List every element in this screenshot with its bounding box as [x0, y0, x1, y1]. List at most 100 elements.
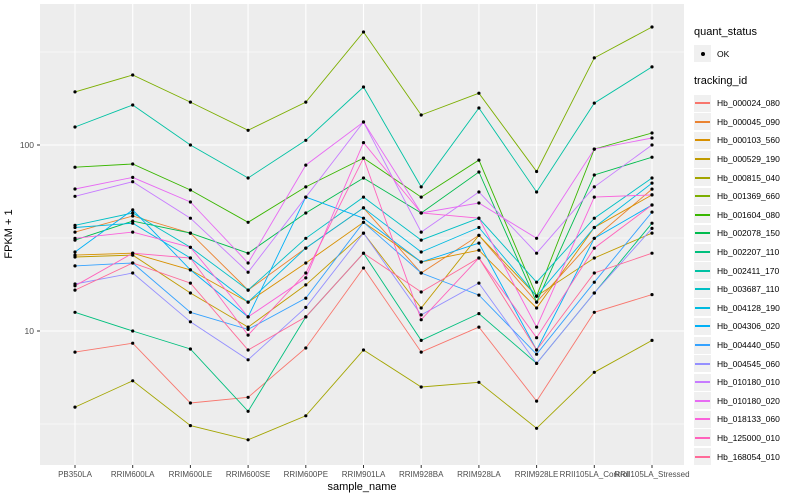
data-point — [477, 91, 481, 95]
data-point — [535, 236, 539, 240]
legend-item: Hb_000045_090 — [694, 113, 800, 132]
legend-item-label: Hb_004306_020 — [717, 321, 780, 332]
data-point — [73, 230, 77, 234]
legend-key-line-icon — [694, 355, 711, 373]
data-point — [304, 296, 308, 300]
legend: quant_status OK tracking_id Hb_000024_08… — [694, 26, 800, 466]
data-point — [419, 230, 423, 234]
data-point — [650, 293, 654, 297]
data-point — [477, 158, 481, 162]
data-point — [650, 131, 654, 135]
data-point — [131, 379, 135, 383]
data-point — [246, 315, 250, 319]
data-point — [650, 143, 654, 147]
data-point — [535, 306, 539, 310]
legend-item-label: Hb_000815_040 — [717, 172, 780, 183]
data-point — [535, 336, 539, 340]
data-point — [592, 185, 596, 189]
legend-item: Hb_168054_010 — [694, 447, 800, 466]
data-point — [361, 231, 366, 235]
legend-item-label: Hb_004545_060 — [717, 358, 780, 369]
data-point — [304, 236, 308, 240]
legend-key-box — [694, 45, 711, 62]
legend-item: Hb_000103_560 — [694, 131, 800, 150]
data-point — [131, 221, 135, 225]
data-point — [304, 315, 308, 319]
data-point — [650, 155, 654, 159]
data-point — [650, 210, 654, 214]
data-point — [419, 250, 423, 254]
data-point — [131, 251, 135, 255]
legend-key-line-icon — [694, 410, 711, 428]
data-point — [304, 271, 308, 275]
legend-item: Hb_000024_080 — [694, 94, 800, 113]
data-point — [361, 176, 366, 180]
legend-key-line-icon — [694, 429, 711, 447]
legend-key-line-icon — [694, 262, 711, 280]
legend-key-line-icon — [694, 392, 711, 410]
legend-key-line-icon — [694, 448, 711, 466]
data-point — [592, 225, 596, 230]
data-point — [304, 211, 308, 215]
data-point — [73, 250, 77, 254]
x-tick-label: RRIM928LE — [515, 470, 559, 479]
data-point — [650, 203, 654, 207]
data-point — [131, 230, 135, 234]
data-point — [650, 25, 654, 29]
data-point — [304, 305, 308, 309]
data-point — [246, 128, 250, 132]
data-point — [419, 306, 423, 310]
legend-item: Hb_018133_060 — [694, 410, 800, 429]
legend-key-line-icon — [694, 280, 711, 298]
data-point — [304, 100, 308, 104]
legend-item-label: Hb_168054_010 — [717, 451, 780, 462]
data-point — [131, 261, 135, 265]
data-point — [188, 231, 192, 235]
data-point — [592, 236, 596, 240]
data-point — [477, 248, 481, 252]
data-point — [650, 221, 654, 225]
data-point — [650, 187, 654, 191]
data-point — [361, 85, 366, 89]
data-point — [535, 399, 539, 403]
x-tick-label: PB350LA — [58, 470, 92, 479]
x-tick-label: RRIM600SE — [226, 470, 270, 479]
legend-item: Hb_000529_190 — [694, 150, 800, 169]
legend-item: Hb_002078_150 — [694, 224, 800, 243]
legend-item-label: Hb_002078_150 — [717, 228, 780, 239]
data-point — [131, 271, 135, 275]
data-point — [419, 271, 423, 275]
x-tick-label: RRIM901LA — [342, 470, 386, 479]
y-tick-label: 10 — [25, 326, 35, 336]
legend-item: Hb_002207_110 — [694, 243, 800, 262]
data-point — [73, 310, 77, 314]
data-point — [304, 414, 308, 418]
data-point — [361, 266, 366, 270]
legend-item-label: OK — [717, 48, 730, 59]
legend-item: Hb_002411_170 — [694, 261, 800, 280]
data-point — [246, 325, 250, 329]
data-point — [419, 260, 423, 264]
data-point — [73, 90, 77, 94]
data-point — [592, 256, 596, 260]
legend-key-line-icon — [694, 373, 711, 391]
data-point — [535, 294, 539, 298]
legend-key-line-icon — [694, 243, 711, 261]
data-point — [477, 380, 481, 384]
data-point — [650, 181, 654, 185]
legend-title-quant-status: quant_status — [694, 26, 757, 38]
legend-item: Hb_125000_010 — [694, 429, 800, 448]
legend-item-label: Hb_002411_170 — [717, 265, 780, 276]
data-point — [131, 329, 135, 333]
legend-key-line-icon — [694, 206, 711, 224]
legend-item-label: Hb_002207_110 — [717, 247, 780, 258]
data-point — [361, 348, 366, 352]
data-point — [73, 223, 77, 227]
legend-item: Hb_004440_050 — [694, 336, 800, 355]
data-point — [592, 195, 596, 199]
legend-item-label: Hb_004440_050 — [717, 340, 780, 351]
data-point — [419, 290, 423, 294]
data-point — [246, 333, 250, 337]
legend-key-line-icon — [694, 113, 711, 131]
data-point — [477, 170, 481, 174]
